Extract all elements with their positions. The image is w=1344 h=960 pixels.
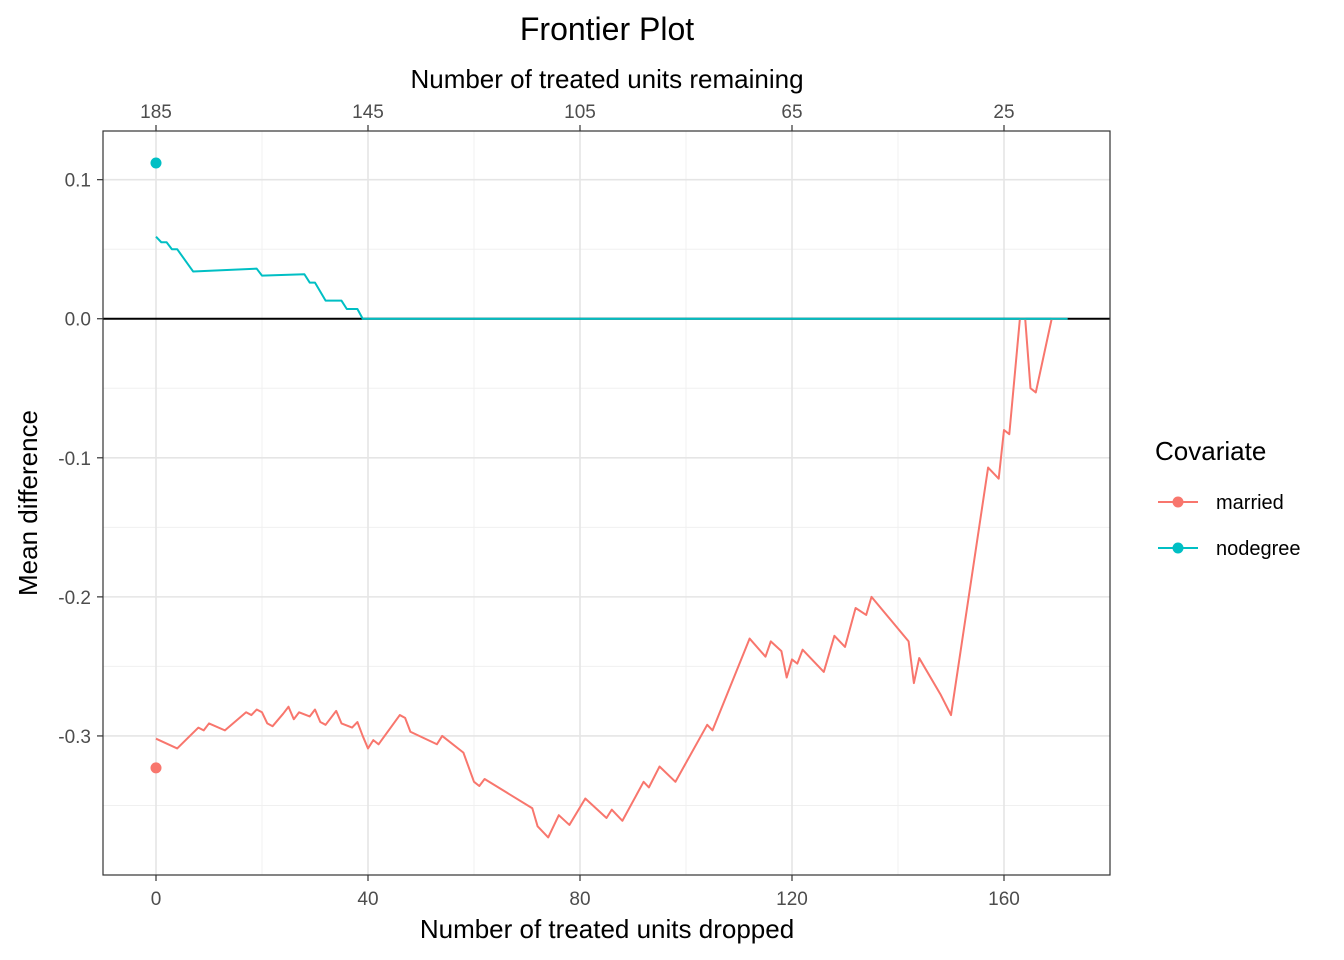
series-line-nodegree	[155, 236, 1068, 320]
grid-layer	[103, 131, 1110, 875]
top-tick-label: 65	[781, 102, 802, 123]
x-tick-label: 40	[357, 889, 378, 910]
top-tick-label: 145	[352, 102, 384, 123]
chart-title: Frontier Plot	[520, 11, 694, 47]
series-start-point-nodegree	[150, 157, 162, 169]
series-line-married	[155, 317, 1068, 839]
x-axis-title: Number of treated units dropped	[420, 914, 794, 944]
series-start-point-married	[150, 762, 162, 774]
legend: Covariate married nodegree	[1155, 436, 1301, 560]
y-tick-label: -0.3	[58, 727, 91, 748]
tick-layer: 0 40 80 120 160 185 145 105 65 25 0.1 0.0 -0.1 -0.2 -0…	[58, 102, 1020, 910]
panel-border	[102, 130, 1111, 876]
y-tick-label: 0.1	[65, 171, 91, 192]
x-tick-label: 120	[776, 889, 808, 910]
y-tick-label: -0.1	[58, 449, 91, 470]
legend-title: Covariate	[1155, 436, 1266, 466]
top-axis-title: Number of treated units remaining	[410, 64, 803, 94]
top-tick-label: 25	[993, 102, 1014, 123]
legend-label-nodegree: nodegree	[1216, 538, 1301, 560]
legend-key-point-married	[1172, 496, 1184, 508]
y-tick-label: 0.0	[65, 310, 91, 331]
y-tick-label: -0.2	[58, 588, 91, 609]
legend-key-point-nodegree	[1172, 542, 1184, 554]
legend-label-married: married	[1216, 492, 1284, 514]
x-tick-label: 80	[569, 889, 590, 910]
legend-entries: married nodegree	[1158, 492, 1301, 560]
top-tick-label: 185	[140, 102, 172, 123]
y-axis-title: Mean difference	[13, 410, 43, 596]
x-tick-label: 160	[988, 889, 1020, 910]
series-layer	[150, 157, 1068, 839]
top-tick-label: 105	[564, 102, 596, 123]
x-tick-label: 0	[151, 889, 162, 910]
